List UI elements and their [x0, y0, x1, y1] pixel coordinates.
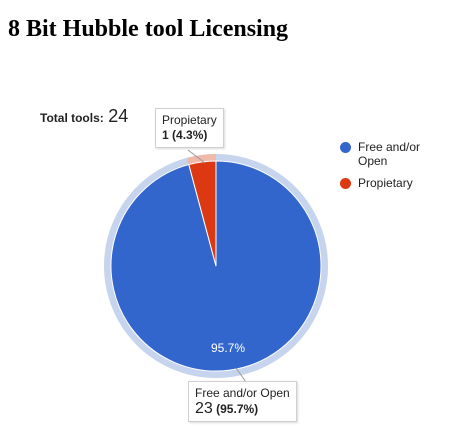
legend-item-free-open[interactable]: Free and/or Open — [340, 140, 450, 168]
callout-connector-bottom — [235, 367, 247, 383]
tooltip-proprietary-value: 1 — [162, 128, 169, 142]
chart-legend: Free and/or Open Propietary — [340, 140, 450, 198]
callout-connector-top — [187, 149, 206, 164]
legend-label-proprietary: Propietary — [358, 176, 413, 190]
total-tools-value: 24 — [108, 106, 129, 126]
legend-swatch-free-open — [340, 142, 351, 153]
page-title: 8 Bit Hubble tool Licensing — [8, 16, 289, 42]
tooltip-proprietary-percent: (4.3%) — [172, 128, 208, 142]
legend-label-free-open: Free and/or Open — [358, 140, 421, 168]
total-tools: Total tools: 24 — [40, 106, 128, 127]
pie-slice-label: 95.7% — [211, 341, 245, 355]
tooltip-proprietary-title: Propietary — [162, 113, 217, 127]
legend-swatch-proprietary — [340, 178, 351, 189]
tooltip-free-open-title: Free and/or Open — [195, 386, 290, 400]
pie-slice-proprietary[interactable] — [188, 160, 217, 267]
tooltip-proprietary-value-row: 1 (4.3%) — [162, 128, 217, 143]
tooltip-free-open-percent: (95.7%) — [216, 402, 259, 416]
legend-item-proprietary[interactable]: Propietary — [340, 176, 450, 190]
tooltip-free-open-value: 23 — [195, 400, 213, 417]
total-tools-label: Total tools: — [40, 111, 104, 125]
tooltip-free-open-value-row: 23 (95.7%) — [195, 401, 290, 417]
pie-highlight-ring-proprietary — [187, 154, 216, 165]
tooltip-free-open: Free and/or Open 23 (95.7%) — [188, 381, 297, 422]
tooltip-proprietary: Propietary 1 (4.3%) — [155, 108, 224, 148]
